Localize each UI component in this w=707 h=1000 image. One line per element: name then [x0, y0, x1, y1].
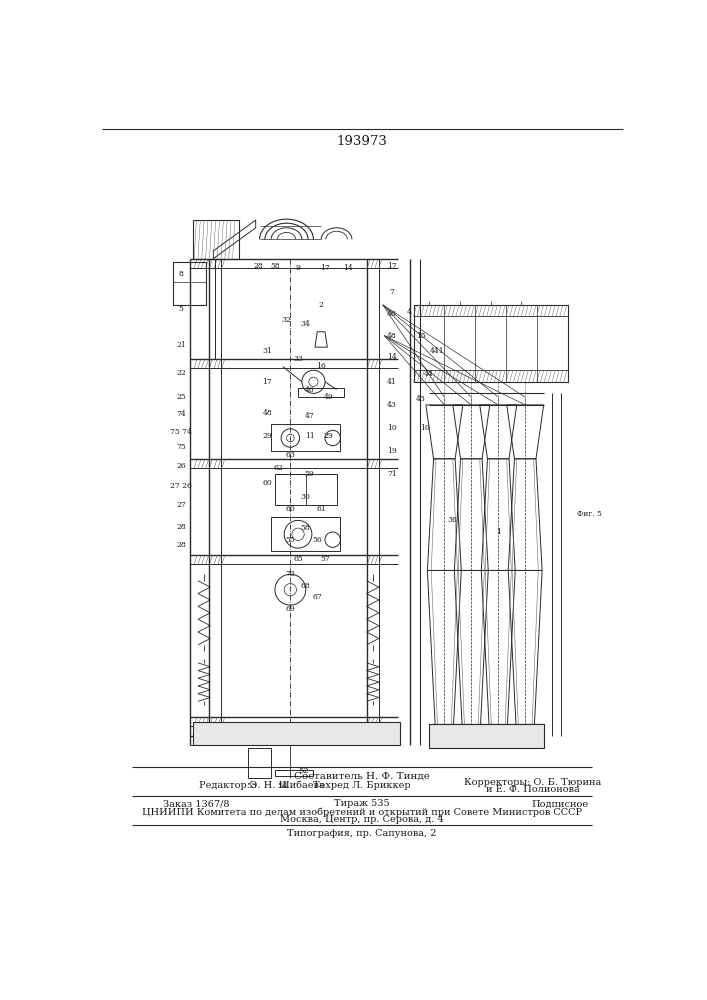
Text: Составитель Н. Ф. Тинде: Составитель Н. Ф. Тинде [294, 772, 430, 781]
Text: 53: 53 [247, 782, 257, 790]
Text: 57: 57 [320, 555, 330, 563]
Text: 46: 46 [305, 385, 315, 393]
Text: 28: 28 [253, 262, 263, 270]
Bar [173, 262, 206, 305]
Text: 2: 2 [319, 301, 324, 309]
Bar [271, 424, 340, 451]
Text: 7: 7 [390, 288, 395, 296]
Text: 47: 47 [305, 412, 315, 420]
Text: 4: 4 [407, 308, 412, 316]
Bar [192, 722, 400, 745]
Text: 65: 65 [293, 555, 303, 563]
Text: и Е. Ф. Полионова: и Е. Ф. Полионова [486, 785, 580, 794]
Bar [275, 474, 337, 505]
Text: 68: 68 [301, 582, 310, 590]
Text: 10: 10 [387, 424, 397, 432]
Text: 56: 56 [312, 536, 322, 544]
Text: Москва, Центр, пр. Серова, д. 4: Москва, Центр, пр. Серова, д. 4 [280, 815, 444, 824]
Text: 31: 31 [262, 347, 272, 355]
Text: ЦНИИПИ Комитета по делам изобретений и открытий при Совете Министров СССР: ЦНИИПИ Комитета по делам изобретений и о… [142, 807, 582, 817]
Text: 43: 43 [387, 401, 397, 409]
Text: 17: 17 [262, 378, 272, 386]
Text: 34: 34 [300, 320, 310, 328]
Text: 44: 44 [424, 370, 434, 378]
Text: 30: 30 [300, 493, 310, 501]
Text: 26: 26 [176, 462, 186, 471]
Text: 17: 17 [387, 262, 397, 270]
Text: 27 26: 27 26 [170, 482, 192, 490]
Text: 55: 55 [286, 536, 296, 544]
Text: 48: 48 [387, 332, 397, 340]
Text: 69: 69 [286, 605, 296, 613]
Text: 75: 75 [176, 443, 186, 451]
Text: 48: 48 [262, 409, 272, 417]
Text: 46: 46 [387, 310, 397, 318]
Text: 71: 71 [387, 470, 397, 478]
Text: 27: 27 [176, 501, 186, 509]
Bar [298, 388, 344, 397]
Text: 49: 49 [324, 393, 334, 401]
Text: Фиг. 5: Фиг. 5 [577, 510, 602, 518]
Text: 14: 14 [343, 264, 353, 272]
Text: 15: 15 [416, 332, 426, 340]
Text: 14: 14 [387, 353, 397, 361]
Text: Тираж 535: Тираж 535 [334, 799, 390, 808]
Text: 75 74: 75 74 [170, 428, 192, 436]
Text: 60: 60 [286, 505, 296, 513]
Text: 1: 1 [496, 528, 501, 536]
Text: 5: 5 [179, 305, 183, 313]
Text: 36: 36 [447, 516, 457, 524]
Text: 67: 67 [312, 593, 322, 601]
Text: 32: 32 [281, 316, 291, 324]
Text: 25: 25 [176, 393, 186, 401]
Text: 193973: 193973 [337, 135, 387, 148]
Text: Редактор Э. Н. Шибаева: Редактор Э. Н. Шибаева [199, 781, 325, 790]
Bar [271, 517, 340, 551]
Text: 59: 59 [305, 470, 315, 478]
Text: 54: 54 [277, 782, 288, 790]
Text: 21: 21 [176, 341, 186, 349]
Text: 58: 58 [301, 524, 310, 532]
Text: 22: 22 [176, 369, 186, 377]
Text: Типография, пр. Сапунова, 2: Типография, пр. Сапунова, 2 [287, 829, 437, 838]
Text: 441: 441 [429, 347, 444, 355]
Text: 16: 16 [316, 362, 326, 370]
Text: 8: 8 [179, 270, 183, 278]
Bar [248, 748, 271, 778]
Text: 9: 9 [296, 264, 300, 272]
Bar [192, 220, 239, 259]
Text: 33: 33 [293, 355, 303, 363]
Text: 19: 19 [387, 447, 397, 455]
Text: 52: 52 [298, 767, 309, 775]
Text: 63: 63 [286, 451, 296, 459]
Text: 74: 74 [176, 410, 186, 418]
Bar [429, 724, 544, 748]
Text: 60: 60 [262, 479, 272, 487]
Text: 61: 61 [316, 505, 326, 513]
Text: 28: 28 [176, 523, 186, 531]
Text: 10: 10 [420, 424, 430, 432]
Text: 41: 41 [387, 378, 397, 386]
Text: Заказ 1367/8: Заказ 1367/8 [163, 799, 230, 808]
Text: 11: 11 [305, 432, 315, 440]
Text: 17: 17 [320, 264, 330, 272]
Text: 43: 43 [416, 395, 426, 403]
Text: Техред Л. Бриккер: Техред Л. Бриккер [313, 781, 411, 790]
Bar [414, 305, 568, 382]
Text: Корректоры: О. Б. Тюрина: Корректоры: О. Б. Тюрина [464, 778, 602, 787]
Text: Подписное: Подписное [531, 799, 588, 808]
Bar [275, 770, 313, 776]
Text: 28: 28 [176, 541, 186, 549]
Text: 29: 29 [262, 432, 272, 440]
Text: 29: 29 [324, 432, 334, 440]
Text: 73: 73 [286, 570, 296, 578]
Text: 62: 62 [274, 464, 284, 472]
Text: 58: 58 [270, 262, 280, 270]
